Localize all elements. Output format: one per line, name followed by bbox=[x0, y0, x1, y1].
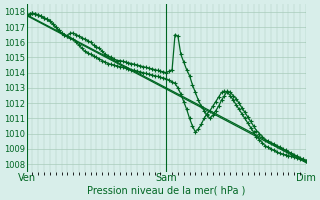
X-axis label: Pression niveau de la mer( hPa ): Pression niveau de la mer( hPa ) bbox=[87, 186, 245, 196]
